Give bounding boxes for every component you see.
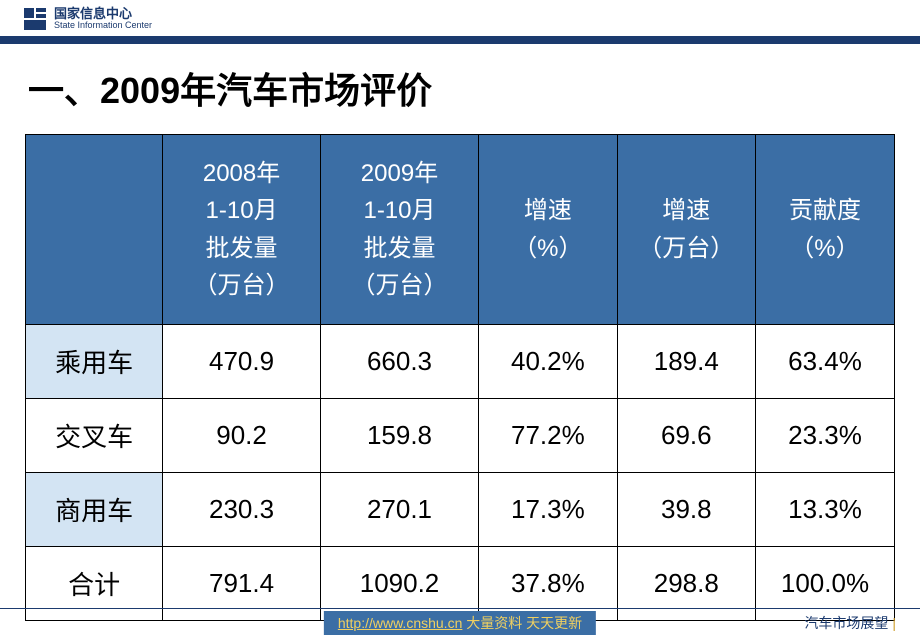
auto-market-table: 2008年1-10月批发量（万台）2009年1-10月批发量（万台）增速（%）增…: [25, 134, 895, 621]
table-row: 乘用车470.9660.340.2%189.463.4%: [26, 325, 895, 399]
table-corner-header: [26, 135, 163, 325]
table-cell: 40.2%: [479, 325, 618, 399]
footer-right-label: 汽车市场展望|: [804, 613, 896, 633]
org-logo-icon: [24, 8, 46, 30]
footer-link[interactable]: http://www.cnshu.cn: [338, 615, 463, 631]
page-footer: http://www.cnshu.cn 大量资料 天天更新 汽车市场展望|: [0, 609, 920, 637]
table-cell: 159.8: [320, 399, 478, 473]
table-cell: 13.3%: [755, 473, 894, 547]
footer-bar-icon: |: [892, 615, 896, 631]
table-column-header: 增速（万台）: [617, 135, 755, 325]
footer-link-text: 大量资料 天天更新: [466, 615, 582, 631]
table-cell: 39.8: [617, 473, 755, 547]
table-row-label: 交叉车: [26, 399, 163, 473]
page-header: 国家信息中心 State Information Center: [0, 0, 920, 36]
table-row: 交叉车90.2159.877.2%69.623.3%: [26, 399, 895, 473]
org-name-cn: 国家信息中心: [54, 7, 152, 21]
table-cell: 660.3: [320, 325, 478, 399]
table-row-label: 商用车: [26, 473, 163, 547]
table-cell: 63.4%: [755, 325, 894, 399]
table-column-header: 2009年1-10月批发量（万台）: [320, 135, 478, 325]
table-cell: 470.9: [163, 325, 321, 399]
table-cell: 270.1: [320, 473, 478, 547]
table-cell: 230.3: [163, 473, 321, 547]
table-column-header: 贡献度（%）: [755, 135, 894, 325]
table-column-header: 增速（%）: [479, 135, 618, 325]
table-column-header: 2008年1-10月批发量（万台）: [163, 135, 321, 325]
footer-right-text: 汽车市场展望: [804, 615, 888, 631]
table-cell: 23.3%: [755, 399, 894, 473]
org-text-block: 国家信息中心 State Information Center: [54, 7, 152, 31]
table-row-label: 乘用车: [26, 325, 163, 399]
table-cell: 77.2%: [479, 399, 618, 473]
table-cell: 90.2: [163, 399, 321, 473]
header-divider: [0, 36, 920, 44]
table-row: 商用车230.3270.117.3%39.813.3%: [26, 473, 895, 547]
page-title: 一、2009年汽车市场评价: [0, 62, 920, 134]
table-cell: 69.6: [617, 399, 755, 473]
table-cell: 189.4: [617, 325, 755, 399]
footer-center-banner: http://www.cnshu.cn 大量资料 天天更新: [324, 611, 596, 635]
org-name-en: State Information Center: [54, 21, 152, 31]
table-cell: 17.3%: [479, 473, 618, 547]
